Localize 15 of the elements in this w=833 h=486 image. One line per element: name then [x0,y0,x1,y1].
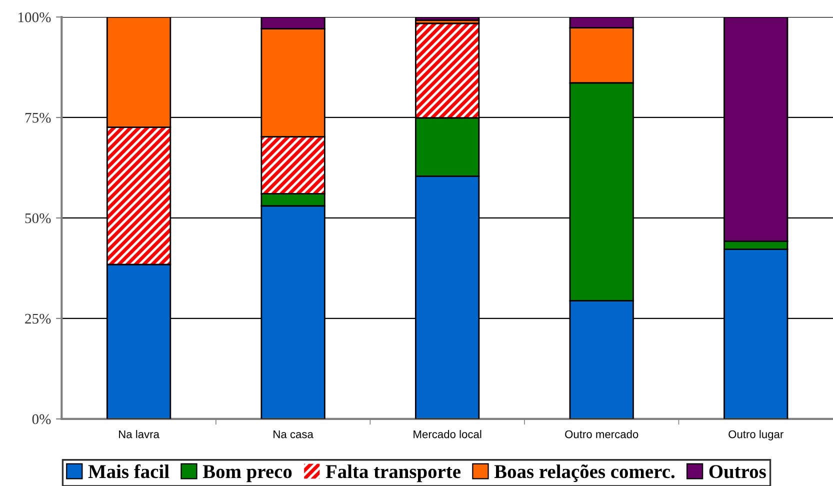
y-tick-label: 50% [25,213,51,224]
y-tick-label: 75% [25,112,51,123]
x-tick-label: Na lavra [119,430,160,438]
x-tick-label: Outro mercado [565,430,638,438]
x-tick-label: Na casa [274,430,314,438]
y-tick-label: 100% [18,12,51,22]
x-tick-label: Outro lugar [728,430,784,440]
legend-label: Outros [709,465,766,478]
legend-label: Boas relações comerc. [494,464,674,482]
legend-label: Bom preco [202,465,292,482]
y-tick-label: 25% [25,314,51,324]
y-tick-label: 0% [32,414,51,424]
legend-label: Falta transporte [326,464,461,482]
x-tick-label: Mercado local [414,430,482,438]
legend-label: Mais facil [88,464,170,478]
